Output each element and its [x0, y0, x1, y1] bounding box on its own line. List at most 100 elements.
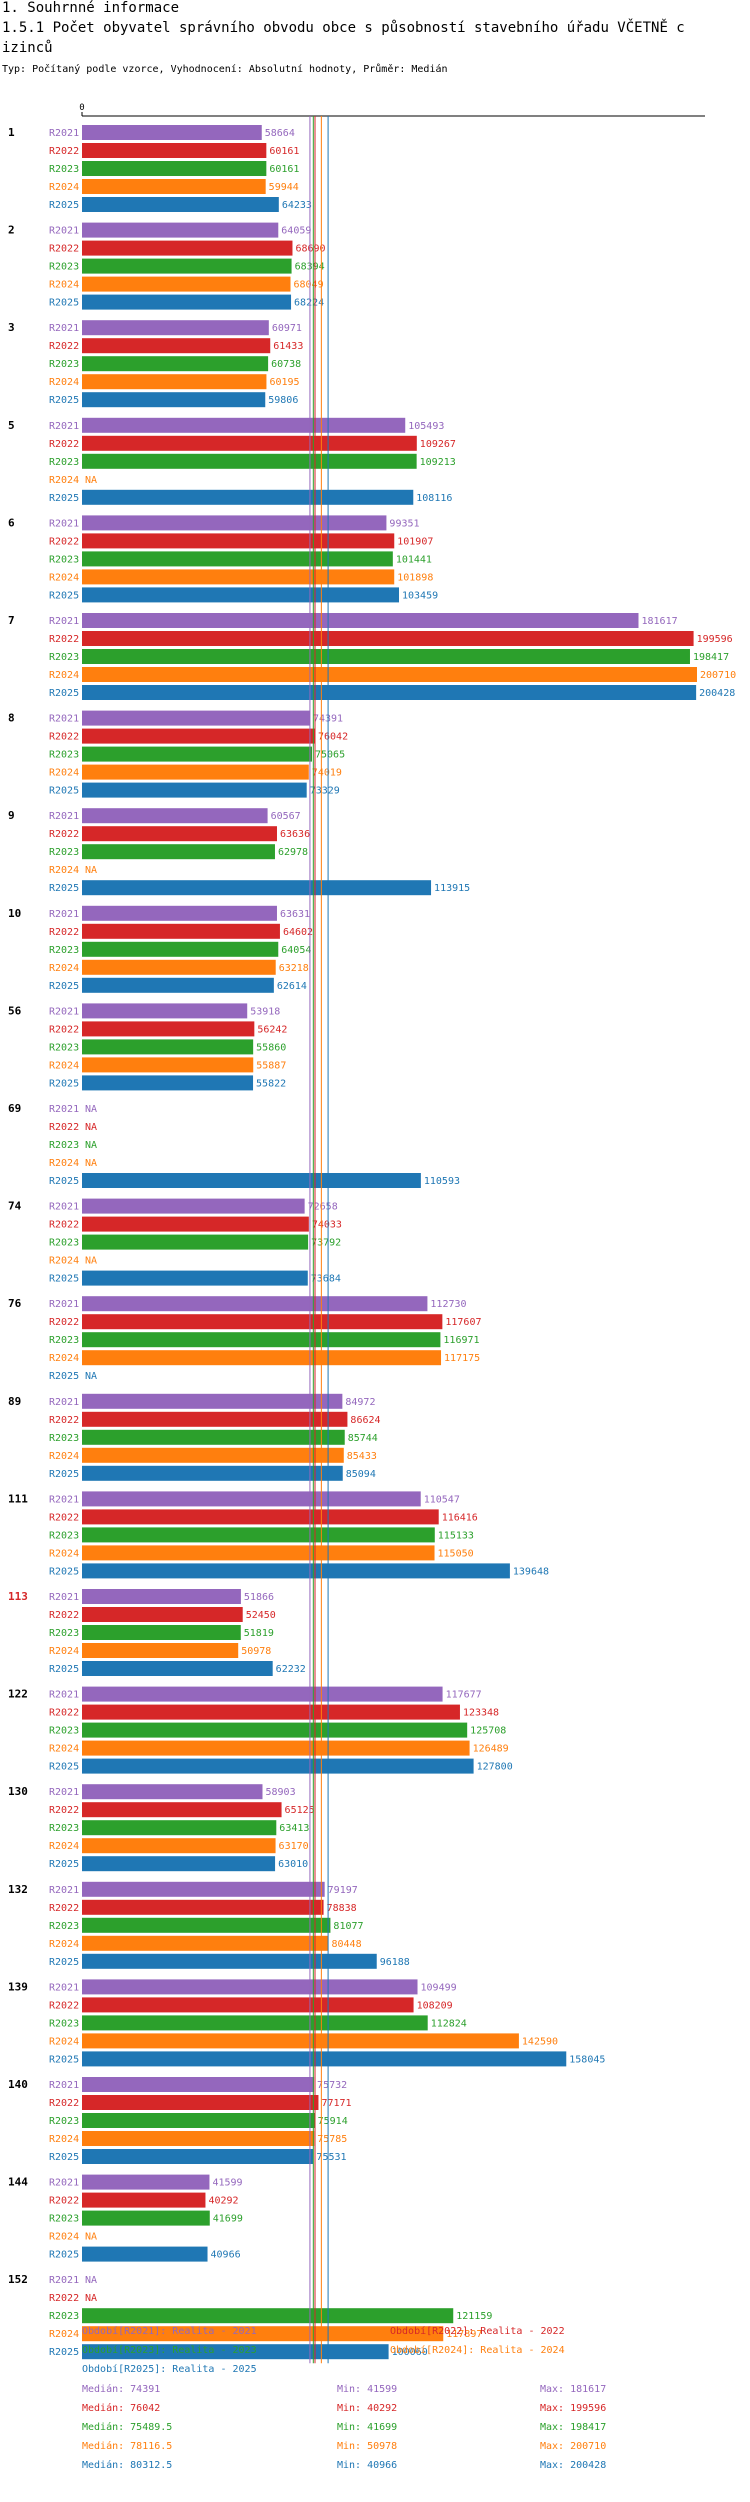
bar	[82, 161, 267, 176]
bar	[82, 1838, 276, 1854]
data-label: 60971	[272, 323, 302, 334]
median-stat: Medián: 74391	[82, 2384, 161, 2395]
data-label: 63170	[279, 1841, 309, 1852]
bar	[82, 826, 277, 842]
series-label: R2023	[49, 359, 79, 370]
bar	[82, 1625, 241, 1640]
bar	[82, 294, 292, 310]
series-label: R2025	[49, 493, 79, 504]
bar	[82, 649, 690, 664]
data-label: 101441	[396, 554, 432, 565]
group-label: 152	[8, 2273, 28, 2286]
series-label: R2025	[49, 2152, 79, 2163]
bar	[82, 1509, 439, 1525]
series-label: R2023	[49, 1335, 79, 1346]
data-label: 77171	[321, 2098, 351, 2109]
series-label: R2025	[49, 1078, 79, 1089]
series-label: R2023	[49, 457, 79, 468]
bar	[82, 1173, 421, 1188]
bar	[82, 2326, 444, 2342]
series-label: R2024	[49, 377, 79, 388]
series-label: R2025	[49, 2250, 79, 2261]
data-label: 99351	[389, 518, 419, 529]
data-label: 117175	[444, 1353, 480, 1364]
min-stat: Min: 41599	[337, 2384, 398, 2395]
bar	[82, 2174, 210, 2190]
bar	[82, 320, 269, 336]
group-label: 122	[8, 1688, 28, 1701]
data-label: 40966	[211, 2250, 241, 2261]
data-label: 115050	[438, 1548, 474, 1559]
bar	[82, 1997, 414, 2013]
series-label: R2021	[49, 1494, 79, 1505]
group-label: 1	[8, 126, 15, 139]
group-label: 5	[8, 419, 15, 432]
group-label: 69	[8, 1102, 21, 1115]
series-label: R2023	[49, 1140, 79, 1151]
bar	[82, 143, 267, 158]
data-label: 53918	[250, 1006, 280, 1017]
na-label: NA	[85, 1158, 97, 1169]
series-label: R2023	[49, 262, 79, 273]
bar	[82, 587, 400, 603]
bar	[82, 2192, 206, 2208]
series-label: R2025	[49, 1762, 79, 1773]
series-label: R2021	[49, 1397, 79, 1408]
bar	[82, 2015, 428, 2031]
data-label: 75732	[317, 2080, 347, 2091]
bar	[82, 941, 279, 957]
bar	[82, 1039, 254, 1055]
group-label: 10	[8, 907, 21, 920]
bar	[82, 1881, 325, 1897]
min-stat: Min: 40966	[337, 2460, 398, 2471]
data-label: 59806	[268, 395, 298, 406]
data-label: 60195	[269, 377, 299, 388]
group-label: 140	[8, 2078, 28, 2091]
data-label: 75914	[318, 2116, 348, 2127]
bar	[82, 1979, 418, 1995]
data-label: 63413	[279, 1823, 309, 1834]
data-label: 112730	[430, 1299, 466, 1310]
data-label: 63218	[279, 963, 309, 974]
bar	[82, 905, 277, 921]
series-label: R2022	[49, 2000, 79, 2011]
bar	[82, 356, 269, 372]
data-label: 62232	[276, 1664, 306, 1675]
bar	[82, 1198, 305, 1214]
series-label: R2025	[49, 1274, 79, 1285]
data-label: 198417	[693, 652, 729, 663]
series-label: R2021	[49, 1885, 79, 1896]
series-label: R2023	[49, 2311, 79, 2322]
x-axis-zero-label: 0	[79, 103, 84, 113]
bar	[82, 2095, 319, 2110]
bar	[82, 1661, 273, 1676]
data-label: 64233	[282, 200, 312, 211]
series-label: R2022	[49, 1317, 79, 1328]
group-label: 139	[8, 1980, 28, 1993]
series-label: R2021	[49, 518, 79, 529]
series-label: R2025	[49, 395, 79, 406]
series-label: R2025	[49, 298, 79, 309]
bar	[82, 710, 310, 726]
bar	[82, 1899, 324, 1915]
legend-entry: Období[R2023]: Realita - 2023	[82, 2345, 257, 2356]
series-label: R2022	[49, 1610, 79, 1621]
bar	[82, 1758, 474, 1774]
data-label: 56242	[257, 1024, 287, 1035]
median-stat: Medián: 78116.5	[82, 2441, 173, 2452]
series-label: R2021	[49, 1690, 79, 1701]
data-label: 62978	[278, 847, 308, 858]
series-label: R2025	[49, 1371, 79, 1382]
series-label: R2024	[49, 182, 79, 193]
series-label: R2025	[49, 2054, 79, 2065]
bar	[82, 1447, 344, 1463]
bar	[82, 374, 267, 390]
data-label: 109213	[420, 457, 456, 468]
group-label: 9	[8, 809, 15, 822]
data-label: 60161	[269, 146, 299, 157]
series-label: R2025	[49, 590, 79, 601]
bar	[82, 2051, 567, 2067]
bar	[82, 1296, 428, 1312]
data-label: 51819	[244, 1628, 274, 1639]
bar	[82, 1314, 443, 1330]
